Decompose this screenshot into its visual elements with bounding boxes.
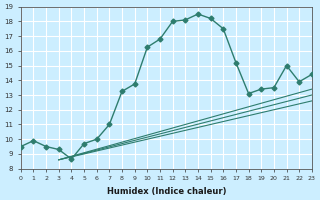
X-axis label: Humidex (Indice chaleur): Humidex (Indice chaleur) bbox=[107, 187, 226, 196]
